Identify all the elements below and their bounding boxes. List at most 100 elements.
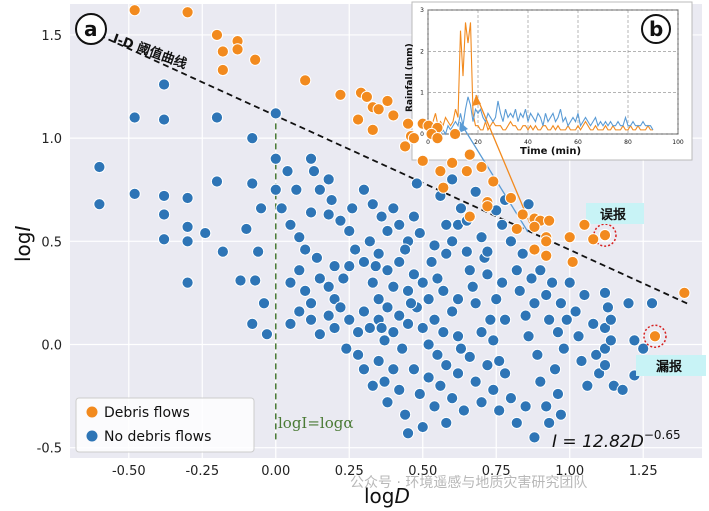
no-debris-flow-point — [399, 243, 412, 256]
missed-badge — [636, 355, 706, 376]
no-debris-flow-point — [481, 245, 494, 258]
no-debris-flow-point — [493, 354, 506, 368]
no-debris-flow-point — [284, 317, 297, 330]
no-debris-flow-point — [590, 348, 603, 361]
no-debris-flow-point — [487, 383, 500, 396]
no-debris-flow-point — [249, 274, 262, 287]
debris-flow-point — [372, 103, 385, 116]
no-debris-flow-point — [446, 235, 459, 248]
no-debris-flow-point — [281, 165, 294, 178]
no-debris-flow-point — [246, 317, 259, 330]
no-debris-flow-point — [372, 354, 385, 368]
debris-flow-point — [437, 181, 450, 194]
no-debris-flow-point — [393, 309, 406, 322]
inset-x-title: Time (min) — [520, 146, 581, 157]
no-debris-flow-point — [210, 175, 224, 188]
no-debris-flow-point — [396, 342, 409, 355]
debris-flow-point — [387, 109, 400, 122]
no-debris-flow-point — [522, 330, 535, 343]
inset-series-orange — [427, 22, 653, 132]
debris-flow-point — [334, 88, 347, 101]
debris-flow-point — [401, 117, 415, 130]
no-debris-flow-point — [313, 183, 326, 196]
no-debris-flow-point — [528, 431, 541, 444]
no-debris-flow-point — [554, 297, 568, 310]
no-debris-flow-point — [372, 247, 385, 260]
no-debris-flow-point — [410, 177, 423, 190]
debris-flow-point — [216, 63, 229, 77]
no-debris-flow-point — [434, 379, 447, 392]
connector-blue-head — [459, 122, 468, 133]
no-debris-flow-point — [375, 321, 388, 335]
no-debris-flow-point — [322, 208, 335, 221]
no-debris-flow-point — [557, 342, 570, 355]
no-debris-flow-point — [381, 224, 394, 238]
no-debris-flow-point — [299, 284, 312, 297]
no-debris-flow-point — [128, 187, 141, 200]
no-debris-flow-point — [387, 363, 400, 376]
y-tick-label: 0.5 — [41, 235, 62, 250]
false-alarm-badge — [586, 203, 644, 224]
no-debris-flow-point — [428, 313, 441, 326]
no-debris-flow-point — [475, 231, 488, 244]
no-debris-flow-point — [269, 152, 282, 165]
no-debris-flow-point — [407, 210, 421, 223]
no-debris-flow-point — [543, 313, 556, 326]
x-tick-label: -0.25 — [185, 464, 219, 479]
panel-badge-b — [641, 14, 671, 44]
no-debris-flow-point — [469, 297, 482, 310]
no-debris-flow-point — [381, 264, 394, 277]
x-axis-title: logD — [364, 484, 410, 508]
no-debris-flow-point — [304, 206, 318, 219]
inset-y-tick-label: 1 — [420, 90, 424, 97]
no-debris-flow-point — [540, 288, 553, 302]
no-debris-flow-point — [93, 198, 106, 211]
debris-flow-point — [463, 148, 476, 161]
debris-flow-point — [416, 154, 429, 167]
debris-flow-point — [543, 214, 556, 227]
no-debris-flow-point — [246, 177, 259, 190]
no-debris-flow-point — [440, 218, 453, 231]
no-debris-flow-point — [466, 280, 479, 293]
no-debris-flow-point — [304, 313, 318, 326]
no-debris-flow-point — [252, 245, 265, 258]
no-debris-flow-point — [416, 276, 429, 289]
y-tick-labels: -0.5 0.0 0.5 1.0 1.5 — [37, 29, 62, 457]
no-debris-flow-point — [216, 245, 229, 258]
no-debris-flow-point — [157, 233, 171, 246]
no-debris-flow-point — [357, 255, 371, 269]
no-debris-flow-point — [366, 198, 379, 211]
no-debris-flow-point — [399, 408, 412, 421]
no-debris-flow-point — [325, 193, 338, 207]
debris-flow-point — [431, 132, 444, 145]
debris-flow-point — [381, 94, 394, 108]
no-debris-flow-point — [387, 326, 400, 339]
legend-marker-debris — [86, 406, 98, 418]
no-debris-flow-point — [328, 259, 341, 273]
no-debris-flow-point — [284, 218, 297, 231]
threshold-line — [99, 34, 688, 305]
no-debris-flow-point — [334, 301, 347, 314]
no-debris-flow-point — [437, 326, 450, 339]
no-debris-flow-point — [645, 297, 659, 310]
no-debris-flow-point — [637, 342, 650, 355]
no-debris-flow-point — [622, 297, 635, 310]
no-debris-flow-point — [322, 280, 335, 293]
no-debris-flow-point — [393, 383, 406, 396]
no-debris-flow-point — [451, 367, 465, 380]
inset-rainfall-chart: 0 20 40 60 80 100 0 1 2 3 Time (min) Rainfall (mm… — [405, 1, 693, 161]
no-debris-flow-point — [416, 321, 429, 335]
no-debris-flow-point — [346, 202, 359, 215]
no-debris-flow-point — [181, 276, 194, 289]
no-debris-flow-point — [628, 334, 641, 347]
false-alarm-label: 误报 — [600, 208, 627, 223]
no-debris-flow-point — [284, 276, 297, 289]
no-debris-flow-point — [551, 326, 565, 339]
debris-flow-point — [463, 210, 476, 223]
no-debris-flow-point — [413, 387, 426, 401]
debris-flow-point — [448, 127, 462, 141]
no-debris-flow-point — [387, 202, 400, 215]
no-debris-flow-point — [328, 293, 341, 306]
no-debris-flow-point — [181, 191, 194, 205]
